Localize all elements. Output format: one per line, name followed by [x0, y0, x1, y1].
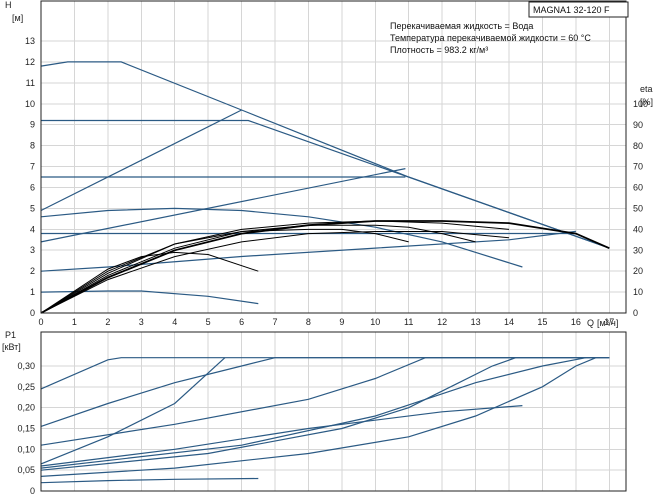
y2-tick-label: 20: [633, 266, 643, 276]
y-axis-unit: [м]: [12, 13, 23, 23]
model-label: MAGNA1 32-120 F: [533, 5, 610, 15]
power-axis-label: P1: [5, 330, 16, 340]
power-curve-5: [40, 405, 523, 467]
y2-tick-label: 60: [633, 183, 643, 193]
y2-tick-label: 0: [633, 308, 638, 318]
power-tick-label: 0,15: [17, 424, 35, 434]
head-curve-5: [40, 207, 523, 268]
x-tick-label: 8: [306, 317, 311, 327]
y-tick-label: 2: [30, 266, 35, 276]
efficiency-curve-2: [40, 224, 476, 314]
annotation-temperature: Температура перекачиваемой жидкости = 60…: [390, 33, 591, 43]
y-tick-label: 6: [30, 182, 35, 192]
x-tick-label: 3: [139, 317, 144, 327]
power-curve-1: [40, 357, 610, 390]
y-tick-label: 9: [30, 120, 35, 130]
power-curve-7: [40, 357, 516, 471]
top-grid: [40, 1, 626, 314]
bottom-panel-frame: [40, 331, 627, 492]
x-axis-label: Q: [587, 318, 594, 328]
y2-axis-label: eta: [640, 84, 653, 94]
y-axis-label: H: [5, 0, 12, 10]
x-tick-label: 1: [72, 317, 77, 327]
y-tick-label: 1: [30, 287, 35, 297]
x-tick-label: 12: [437, 317, 447, 327]
y-tick-label: 7: [30, 162, 35, 172]
top-panel-frame: [40, 0, 627, 314]
power-tick-label: 0,10: [17, 444, 35, 454]
power-curve-8: [40, 357, 597, 477]
power-curve-6: [40, 357, 587, 469]
power-curves: [40, 357, 610, 484]
head-curve-8: [40, 230, 576, 272]
y2-tick-label: 100: [633, 99, 648, 109]
efficiency-curve-4: [40, 251, 259, 314]
power-curve-2: [40, 357, 610, 427]
y-tick-label: 0: [30, 308, 35, 318]
x-tick-label: 13: [471, 317, 481, 327]
y2-tick-label: 80: [633, 141, 643, 151]
x-axis-unit: [м³/ч]: [597, 318, 618, 328]
y2-tick-label: 30: [633, 245, 643, 255]
x-tick-label: 6: [239, 317, 244, 327]
head-curve-2: [41, 119, 610, 249]
y-tick-label: 5: [30, 203, 35, 213]
y-tick-label: 12: [25, 57, 35, 67]
head-curve-7: [40, 168, 406, 243]
model-box: MAGNA1 32-120 F: [528, 1, 629, 18]
head-curve-9: [40, 290, 259, 305]
top-tick-labels: 0123456789101112130102030405060708090100…: [25, 36, 648, 327]
power-curve-3: [40, 357, 610, 446]
x-tick-label: 5: [206, 317, 211, 327]
head-efficiency-panel: 0123456789101112130102030405060708090100…: [5, 0, 653, 328]
y-tick-label: 11: [26, 78, 35, 88]
y2-axis-unit: [%]: [640, 97, 653, 107]
y2-tick-label: 10: [633, 287, 643, 297]
power-tick-label: 0,25: [17, 382, 35, 392]
x-tick-label: 9: [339, 317, 344, 327]
x-tick-label: 11: [404, 317, 413, 327]
x-tick-label: 16: [571, 317, 581, 327]
efficiency-curves: [40, 220, 610, 314]
x-tick-label: 14: [504, 317, 514, 327]
efficiency-curve-5: [40, 231, 510, 314]
y-tick-label: 8: [30, 141, 35, 151]
annotation-liquid: Перекачиваемая жидкость = Вода: [390, 21, 533, 31]
bottom-tick-labels: 0 0,05 0,10 0,15 0,20 0,25 0,30: [17, 361, 35, 496]
power-tick-label: 0,20: [17, 403, 35, 413]
efficiency-curve-1: [40, 220, 610, 314]
x-tick-label: 2: [105, 317, 110, 327]
y2-tick-label: 50: [633, 204, 643, 214]
power-curve-4: [40, 357, 226, 465]
annotation-density: Плотность = 983.2 кг/м³: [390, 45, 488, 55]
x-tick-label: 15: [537, 317, 547, 327]
x-tick-label: 0: [38, 317, 43, 327]
x-tick-label: 10: [370, 317, 380, 327]
y-tick-label: 4: [30, 224, 35, 234]
power-tick-label: 0,30: [17, 361, 35, 371]
x-tick-label: 7: [272, 317, 277, 327]
y-tick-label: 13: [25, 36, 35, 46]
power-curve-9: [40, 477, 259, 484]
power-panel: 0 0,05 0,10 0,15 0,20 0,25 0,30 P1 [кВт]: [2, 330, 627, 496]
y-tick-label: 10: [25, 99, 35, 109]
power-axis-unit: [кВт]: [2, 342, 21, 352]
head-curve-4: [40, 109, 242, 212]
power-tick-label: 0,05: [17, 465, 35, 475]
efficiency-curve-6: [40, 220, 510, 314]
efficiency-curve-3: [40, 228, 409, 314]
y2-tick-label: 70: [633, 162, 643, 172]
head-curves: [40, 61, 610, 305]
head-curve-1: [40, 61, 610, 249]
x-tick-label: 17: [604, 317, 614, 327]
bottom-grid: [40, 332, 626, 492]
y2-tick-label: 40: [633, 224, 643, 234]
x-tick-label: 4: [172, 317, 177, 327]
y-tick-label: 3: [30, 245, 35, 255]
power-tick-label: 0: [30, 486, 35, 496]
y2-tick-label: 90: [633, 120, 643, 130]
